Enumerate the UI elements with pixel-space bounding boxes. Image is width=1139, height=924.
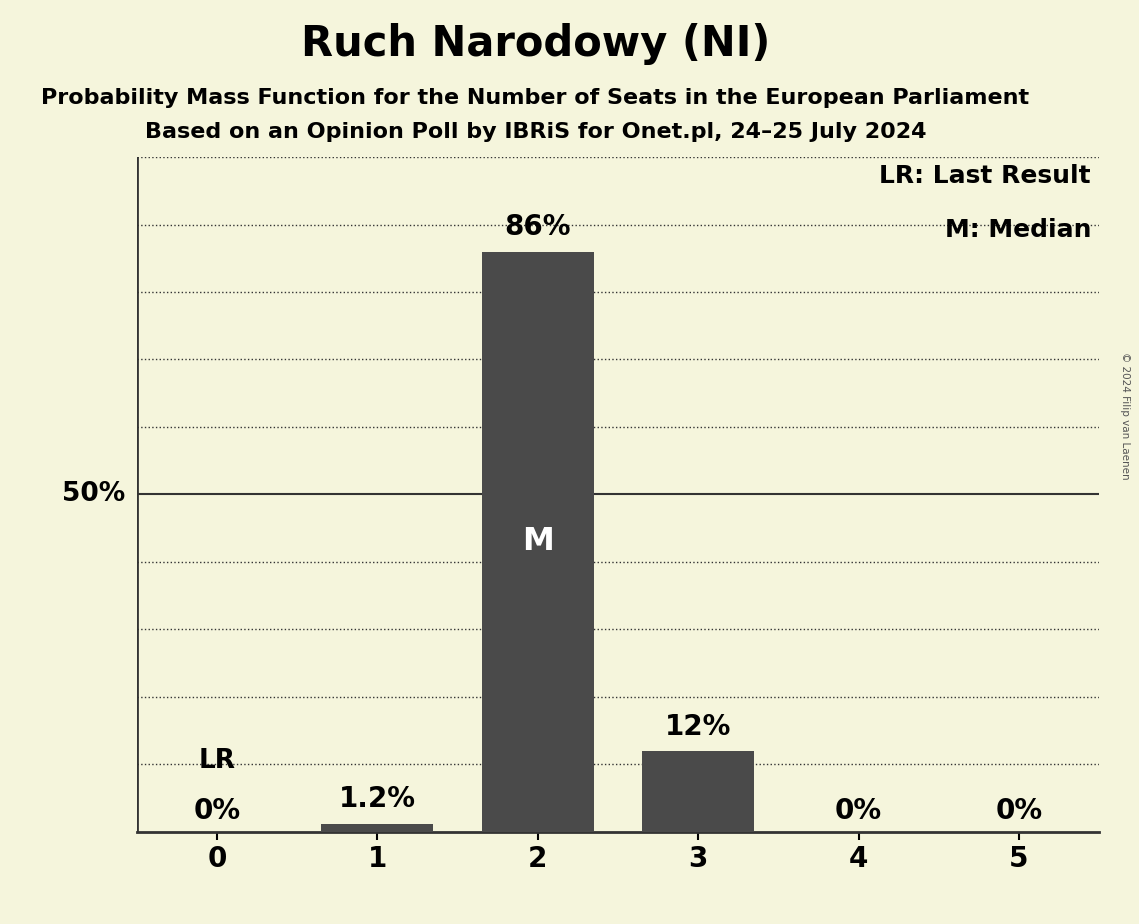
Text: 50%: 50%: [63, 481, 125, 507]
Text: M: M: [522, 526, 554, 557]
Text: Probability Mass Function for the Number of Seats in the European Parliament: Probability Mass Function for the Number…: [41, 88, 1030, 108]
Bar: [321, 823, 434, 832]
Text: 0%: 0%: [835, 796, 882, 825]
Bar: [642, 750, 754, 832]
Text: © 2024 Filip van Laenen: © 2024 Filip van Laenen: [1121, 352, 1130, 480]
Text: LR: LR: [198, 748, 236, 774]
Text: LR: Last Result: LR: Last Result: [879, 164, 1091, 188]
Text: 0%: 0%: [194, 796, 240, 825]
Text: 1.2%: 1.2%: [338, 785, 416, 813]
Text: M: Median: M: Median: [944, 218, 1091, 242]
Text: 12%: 12%: [665, 712, 731, 740]
Text: Ruch Narodowy (NI): Ruch Narodowy (NI): [301, 23, 770, 65]
Bar: [482, 251, 593, 832]
Text: Based on an Opinion Poll by IBRiS for Onet.pl, 24–25 July 2024: Based on an Opinion Poll by IBRiS for On…: [145, 122, 926, 142]
Text: 0%: 0%: [995, 796, 1042, 825]
Text: 86%: 86%: [505, 213, 571, 241]
